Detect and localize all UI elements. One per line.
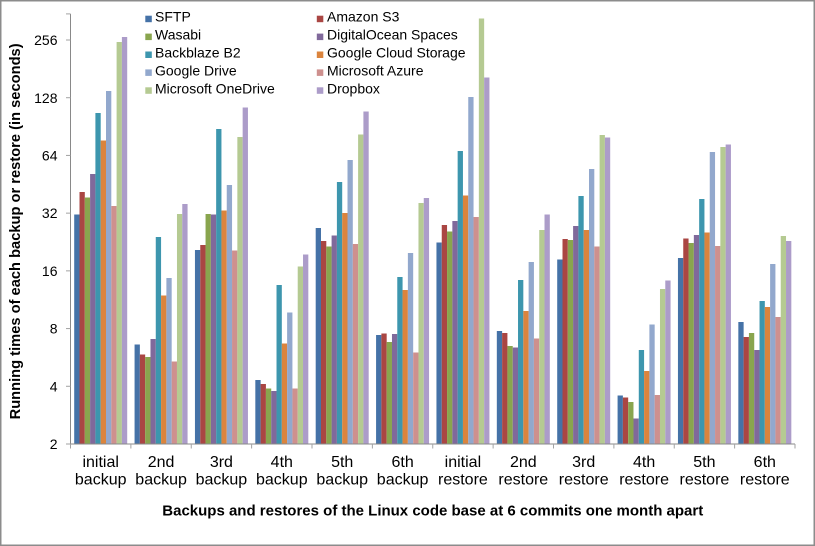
svg-text:128: 128 [34,90,58,106]
svg-text:restore: restore [559,471,609,488]
svg-text:Google Drive: Google Drive [155,62,237,78]
svg-text:3rd: 3rd [210,454,233,471]
svg-text:restore: restore [680,471,730,488]
svg-text:5th: 5th [331,454,353,471]
svg-text:5th: 5th [693,454,715,471]
svg-text:backup: backup [377,471,429,488]
svg-text:SFTP: SFTP [155,9,191,25]
svg-text:Wasabi: Wasabi [155,27,201,43]
svg-text:256: 256 [34,32,58,48]
svg-text:Microsoft OneDrive: Microsoft OneDrive [155,80,275,96]
svg-text:4th: 4th [271,454,293,471]
svg-text:3rd: 3rd [572,454,595,471]
svg-text:2nd: 2nd [148,454,175,471]
svg-text:backup: backup [316,471,368,488]
svg-text:backup: backup [75,471,127,488]
svg-text:8: 8 [50,321,58,337]
svg-text:16: 16 [42,263,58,279]
svg-text:initial: initial [82,454,118,471]
svg-text:Google Cloud Storage: Google Cloud Storage [327,45,466,61]
svg-text:restore: restore [619,471,669,488]
svg-text:6th: 6th [391,454,413,471]
svg-text:backup: backup [256,471,308,488]
svg-text:restore: restore [438,471,488,488]
svg-text:backup: backup [196,471,248,488]
svg-text:4th: 4th [633,454,655,471]
svg-text:DigitalOcean Spaces: DigitalOcean Spaces [327,27,458,43]
svg-text:restore: restore [498,471,548,488]
svg-text:32: 32 [42,205,58,221]
svg-text:initial: initial [445,454,481,471]
svg-text:restore: restore [740,471,790,488]
svg-text:Backups and restores of the Li: Backups and restores of the Linux code b… [162,503,703,520]
svg-text:2nd: 2nd [510,454,537,471]
svg-text:64: 64 [42,148,58,164]
svg-text:Amazon S3: Amazon S3 [327,9,400,25]
svg-text:4: 4 [50,378,58,394]
svg-text:Microsoft Azure: Microsoft Azure [327,62,424,78]
svg-text:6th: 6th [754,454,776,471]
svg-text:Backblaze B2: Backblaze B2 [155,45,241,61]
svg-text:2: 2 [50,436,58,452]
svg-text:Running times of each backup o: Running times of each backup or restore … [7,43,24,419]
svg-text:backup: backup [135,471,187,488]
svg-text:Dropbox: Dropbox [327,80,380,96]
